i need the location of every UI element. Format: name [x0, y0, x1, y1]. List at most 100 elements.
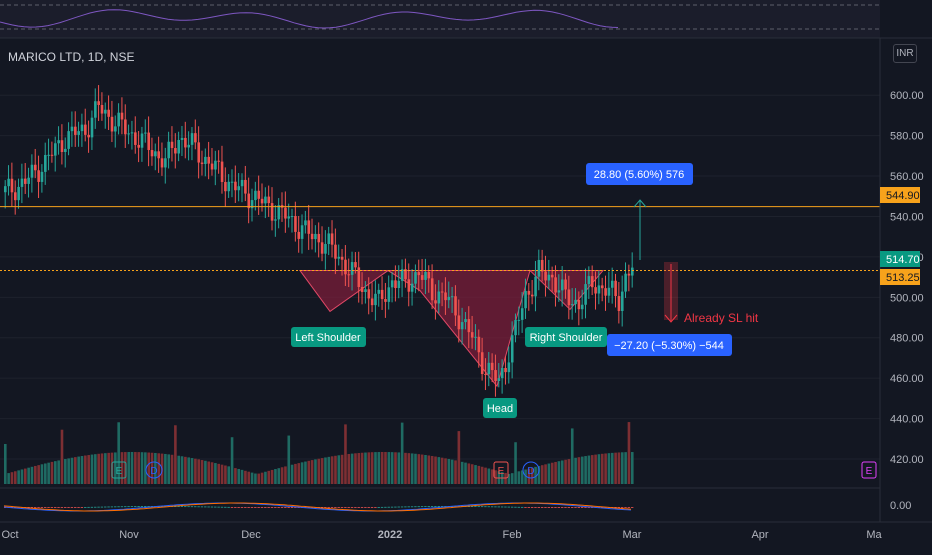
macd-histogram-bar [277, 507, 280, 508]
macd-histogram-bar [124, 506, 127, 508]
measure-down-tool[interactable]: −27.20 (−5.30%) −544 [607, 262, 732, 356]
left-shoulder-tag[interactable]: Left Shoulder [291, 327, 366, 347]
candle [384, 299, 387, 302]
candle [234, 181, 237, 191]
candle [387, 287, 391, 302]
macd-histogram-bar [517, 506, 520, 508]
candle [464, 319, 467, 323]
candle [584, 284, 587, 305]
macd-histogram-bar [480, 506, 484, 508]
volume-bar [610, 452, 614, 484]
macd-histogram-bar [520, 506, 524, 508]
macd-histogram-bar [160, 506, 164, 507]
time-tick-label: 2022 [378, 529, 402, 541]
candle [424, 271, 427, 280]
volume-bar [137, 452, 140, 484]
macd-histogram-bar [117, 506, 120, 508]
time-axis[interactable]: Oct Nov Dec 2022 Feb Mar Apr Ma [0, 521, 932, 541]
candle [107, 109, 110, 117]
event-markers[interactable]: E D E D E [111, 461, 877, 479]
dividend-marker[interactable]: D [145, 461, 163, 479]
volume-bar [270, 469, 274, 484]
measure-up-tool[interactable]: 28.80 (5.60%) 576 [586, 163, 693, 260]
macd-histogram-bar [410, 506, 414, 508]
sl-hit-annotation[interactable]: Already SL hit [684, 311, 759, 325]
candle [247, 193, 251, 209]
macd-histogram-bar [204, 506, 207, 508]
candle [560, 279, 564, 291]
candle [97, 101, 100, 105]
candle [300, 225, 304, 239]
volume-bar [374, 452, 377, 484]
macd-histogram-bar [27, 507, 30, 508]
candle [564, 279, 567, 290]
dividend-marker[interactable]: D [522, 461, 540, 479]
volume-bar [314, 459, 317, 484]
macd-histogram-bar [614, 507, 617, 508]
volume-bar [514, 442, 517, 484]
volume-bar [127, 452, 130, 484]
volume-bar [107, 452, 110, 484]
time-tick-label: Oct [1, 529, 18, 541]
macd-histogram-bar [140, 506, 144, 507]
candle [404, 269, 407, 280]
volume-bar [367, 452, 371, 484]
dividend-marker-frame [522, 461, 540, 479]
volume-bar [74, 457, 77, 484]
candle [150, 150, 154, 157]
volume-bar [64, 459, 67, 484]
macd-histogram-bar [497, 506, 500, 508]
earnings-marker[interactable]: E [111, 461, 127, 479]
candle [430, 278, 434, 301]
volume-bar [550, 462, 554, 484]
volume-bar [60, 429, 64, 484]
macd-histogram-bar [220, 506, 224, 508]
resistance-price-tag: 544.90 [880, 187, 920, 203]
candle [274, 219, 277, 221]
candle [190, 133, 194, 145]
macd-histogram-bar [287, 507, 290, 508]
macd-histogram-bar [540, 507, 544, 508]
candle [104, 109, 107, 114]
candle [304, 220, 307, 226]
macd-histogram-bar [397, 506, 400, 508]
volume-bar [400, 422, 404, 484]
measure-down-box [607, 334, 732, 356]
volume-bar [480, 466, 484, 484]
candle [527, 290, 531, 295]
macd-histogram-bar [354, 507, 357, 508]
macd-histogram-bar [547, 507, 551, 508]
candle [84, 124, 87, 135]
macd-histogram-bar [514, 506, 517, 508]
earnings-marker[interactable]: E [493, 461, 509, 479]
price-tick-label: 500.00 [890, 292, 924, 304]
macd-histogram-bar [584, 507, 587, 508]
candle [204, 156, 207, 164]
volume-bar [387, 452, 391, 484]
upcoming-earnings-marker[interactable]: E [861, 461, 877, 479]
volume-bar [180, 456, 184, 484]
candle [497, 378, 501, 381]
head-label: Head [487, 403, 513, 415]
symbol-title[interactable]: MARICO LTD, 1D, NSE [8, 50, 135, 64]
candle [630, 267, 634, 276]
volume-bar [524, 469, 527, 484]
currency-badge[interactable]: INR [893, 44, 917, 63]
right-shoulder-tag[interactable]: Right Shoulder [525, 327, 607, 347]
macd-histogram-bar [437, 506, 440, 507]
macd-histogram-bar [570, 507, 574, 508]
candle [130, 132, 134, 134]
candle [417, 272, 421, 276]
candle [624, 273, 627, 292]
head-tag[interactable]: Head [483, 398, 517, 418]
volume-bar [390, 452, 394, 484]
macd-histogram-bar [87, 506, 90, 508]
macd-histogram-bar [427, 506, 430, 507]
volume-bar [240, 469, 244, 484]
macd-histogram-bar [454, 506, 457, 507]
volume-bar [594, 454, 597, 484]
macd-histogram-bar [134, 506, 137, 507]
volume-bar [94, 454, 97, 484]
